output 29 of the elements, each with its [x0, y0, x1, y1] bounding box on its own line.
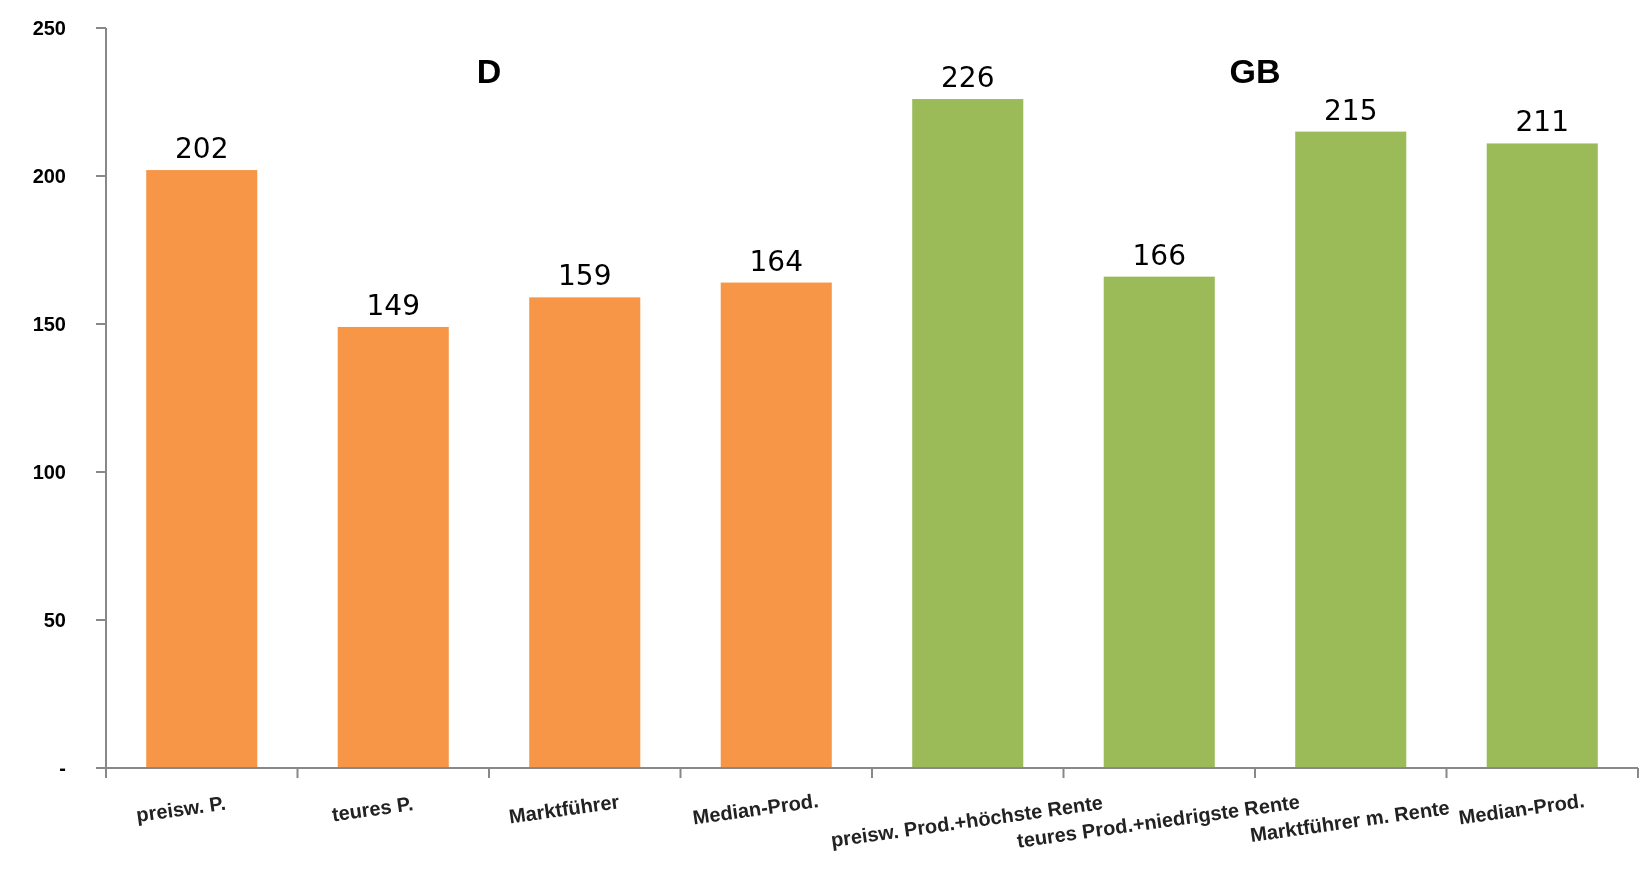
x-tick-label: Median-Prod. [691, 789, 820, 829]
data-label: 226 [941, 61, 995, 95]
x-tick-label: Marktführer [507, 790, 621, 828]
data-label: 159 [558, 259, 612, 293]
y-tick-label: 100 [32, 461, 66, 483]
x-tick-label: Median-Prod. [1457, 789, 1586, 829]
data-label: 211 [1515, 105, 1569, 139]
bar [529, 297, 641, 768]
y-tick-label: - [59, 757, 66, 779]
annotation: GB [1229, 52, 1281, 90]
x-tick-label: teures P. [330, 792, 415, 826]
bar [912, 99, 1024, 768]
y-tick-label: 250 [32, 17, 66, 39]
data-label: 215 [1324, 93, 1378, 127]
data-label: 164 [749, 244, 803, 278]
bar [1103, 276, 1215, 768]
bar [337, 326, 449, 768]
bar [1486, 143, 1598, 768]
bar [720, 282, 832, 768]
data-label: 202 [175, 132, 229, 166]
x-tick-label: preisw. P. [134, 791, 228, 827]
bar [146, 170, 258, 768]
y-tick-label: 50 [43, 609, 66, 631]
bar [1295, 131, 1407, 768]
annotation: D [476, 52, 502, 90]
y-tick-label: 150 [32, 313, 66, 335]
data-label: 149 [366, 288, 420, 322]
y-tick-label: 200 [32, 165, 66, 187]
data-label: 166 [1132, 238, 1186, 272]
